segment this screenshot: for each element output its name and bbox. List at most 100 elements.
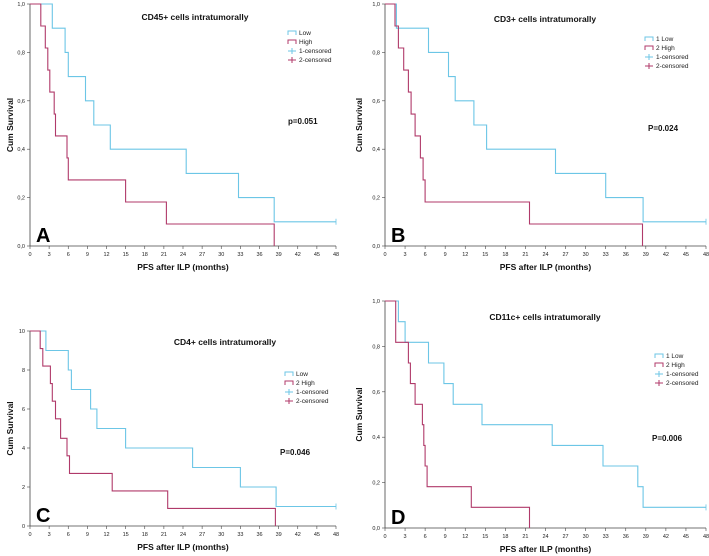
- y-tick-label: 0,8: [372, 50, 380, 56]
- x-tick-label: 36: [623, 534, 629, 540]
- x-tick-label: 6: [424, 252, 427, 258]
- x-tick-label: 30: [583, 252, 589, 258]
- x-tick-label: 42: [295, 532, 301, 538]
- legend-swatch: [654, 362, 664, 367]
- y-tick-label: 1,0: [372, 2, 380, 8]
- legend-label: 1-censored: [296, 389, 329, 396]
- x-tick-label: 36: [623, 252, 629, 258]
- x-tick-label: 45: [314, 252, 320, 258]
- legend-label: 1 Low: [666, 353, 684, 360]
- panel-letter: B: [391, 225, 405, 247]
- x-tick-label: 39: [276, 252, 282, 258]
- y-tick-label: 0,0: [372, 526, 380, 532]
- x-tick-label: 48: [703, 252, 709, 258]
- x-tick-label: 0: [28, 532, 31, 538]
- x-axis-title: PFS after ILP (months): [500, 544, 592, 554]
- chart-panel-a: 0 3 6 9 12 15 18 21 24 27 30 33 36 39 42 45 480,00,20,40…: [5, 2, 339, 272]
- x-tick-label: 0: [28, 252, 31, 258]
- x-tick-label: 30: [583, 534, 589, 540]
- x-tick-label: 12: [103, 252, 109, 258]
- x-tick-label: 9: [86, 532, 89, 538]
- legend-swatch: [284, 371, 294, 376]
- x-tick-label: 12: [462, 534, 468, 540]
- x-tick-label: 45: [314, 532, 320, 538]
- y-tick-label: 0: [22, 524, 25, 530]
- legend-label: 1 Low: [656, 36, 674, 43]
- legend-swatch: [644, 45, 654, 50]
- x-tick-label: 48: [333, 532, 339, 538]
- legend-label: 2 High: [656, 45, 675, 52]
- y-tick-label: 10: [19, 329, 25, 335]
- legend-label: 2 High: [666, 362, 685, 369]
- y-tick-label: 0,0: [17, 244, 25, 250]
- chart-panel-d: 0 3 6 9 12 15 18 21 24 27 30 33 36 39 42 45 480,00,20,40…: [354, 299, 709, 554]
- legend-swatch: [287, 30, 297, 35]
- chart-title: CD11c+ cells intratumorally: [489, 312, 601, 322]
- y-axis-title: Cum Survival: [354, 387, 364, 441]
- x-tick-label: 21: [522, 252, 528, 258]
- x-axis-title: PFS after ILP (months): [137, 542, 229, 552]
- y-tick-label: 0,0: [372, 244, 380, 250]
- chart-panel-b: 0 3 6 9 12 15 18 21 24 27 30 33 36 39 42 45 480,00,20,40…: [354, 2, 709, 272]
- legend-label: 2 High: [296, 380, 315, 387]
- x-tick-label: 33: [237, 532, 243, 538]
- series-line-low: [30, 3, 336, 223]
- y-tick-label: 2: [22, 485, 25, 491]
- x-tick-label: 18: [502, 534, 508, 540]
- x-tick-label: 36: [256, 252, 262, 258]
- legend-label: 2-censored: [296, 398, 329, 405]
- y-tick-label: 0,6: [17, 99, 25, 105]
- x-tick-label: 39: [643, 252, 649, 258]
- panel-letter: A: [36, 225, 50, 247]
- legend-swatch: [284, 380, 294, 385]
- y-tick-label: 0,8: [372, 344, 380, 350]
- series-line-high: [30, 330, 276, 526]
- x-tick-label: 15: [123, 532, 129, 538]
- x-tick-label: 21: [161, 252, 167, 258]
- y-tick-label: 1,0: [372, 299, 380, 305]
- legend-label: 2-censored: [666, 380, 699, 387]
- y-tick-label: 0,8: [17, 50, 25, 56]
- x-tick-label: 18: [142, 532, 148, 538]
- y-axis-title: Cum Survival: [5, 98, 15, 152]
- x-tick-label: 42: [663, 252, 669, 258]
- legend-label: 1-censored: [656, 54, 689, 61]
- p-value-label: P=0.024: [648, 124, 679, 133]
- legend-label: 2-censored: [656, 63, 689, 70]
- legend-label: 1-censored: [299, 48, 332, 55]
- series-line-low: [30, 330, 336, 508]
- panel-letter: D: [391, 507, 405, 529]
- x-axis-title: PFS after ILP (months): [137, 262, 229, 272]
- panel-letter: C: [36, 505, 50, 527]
- x-tick-label: 3: [404, 534, 407, 540]
- x-tick-label: 24: [180, 252, 186, 258]
- x-tick-label: 24: [542, 534, 548, 540]
- chart-title: CD3+ cells intratumorally: [494, 14, 597, 24]
- x-tick-label: 42: [295, 252, 301, 258]
- p-value-label: P=0.006: [652, 434, 683, 443]
- x-tick-label: 9: [444, 534, 447, 540]
- p-value-label: p=0.051: [288, 117, 318, 126]
- x-tick-label: 36: [256, 532, 262, 538]
- x-tick-label: 45: [683, 534, 689, 540]
- x-tick-label: 15: [482, 252, 488, 258]
- chart-title: CD45+ cells intratumorally: [141, 12, 248, 22]
- legend-swatch: [644, 36, 654, 41]
- x-tick-label: 3: [48, 252, 51, 258]
- x-tick-label: 48: [333, 252, 339, 258]
- y-tick-label: 0,4: [372, 147, 380, 153]
- legend-swatch: [287, 39, 297, 44]
- series-line-low: [385, 300, 706, 508]
- x-tick-label: 39: [643, 534, 649, 540]
- x-tick-label: 9: [86, 252, 89, 258]
- series-line-low: [385, 3, 706, 223]
- x-tick-label: 48: [703, 534, 709, 540]
- y-tick-label: 1,0: [17, 2, 25, 8]
- x-tick-label: 27: [199, 252, 205, 258]
- x-tick-label: 9: [444, 252, 447, 258]
- x-tick-label: 24: [180, 532, 186, 538]
- y-tick-label: 4: [22, 446, 25, 452]
- series-line-high: [30, 3, 275, 246]
- x-tick-label: 21: [522, 534, 528, 540]
